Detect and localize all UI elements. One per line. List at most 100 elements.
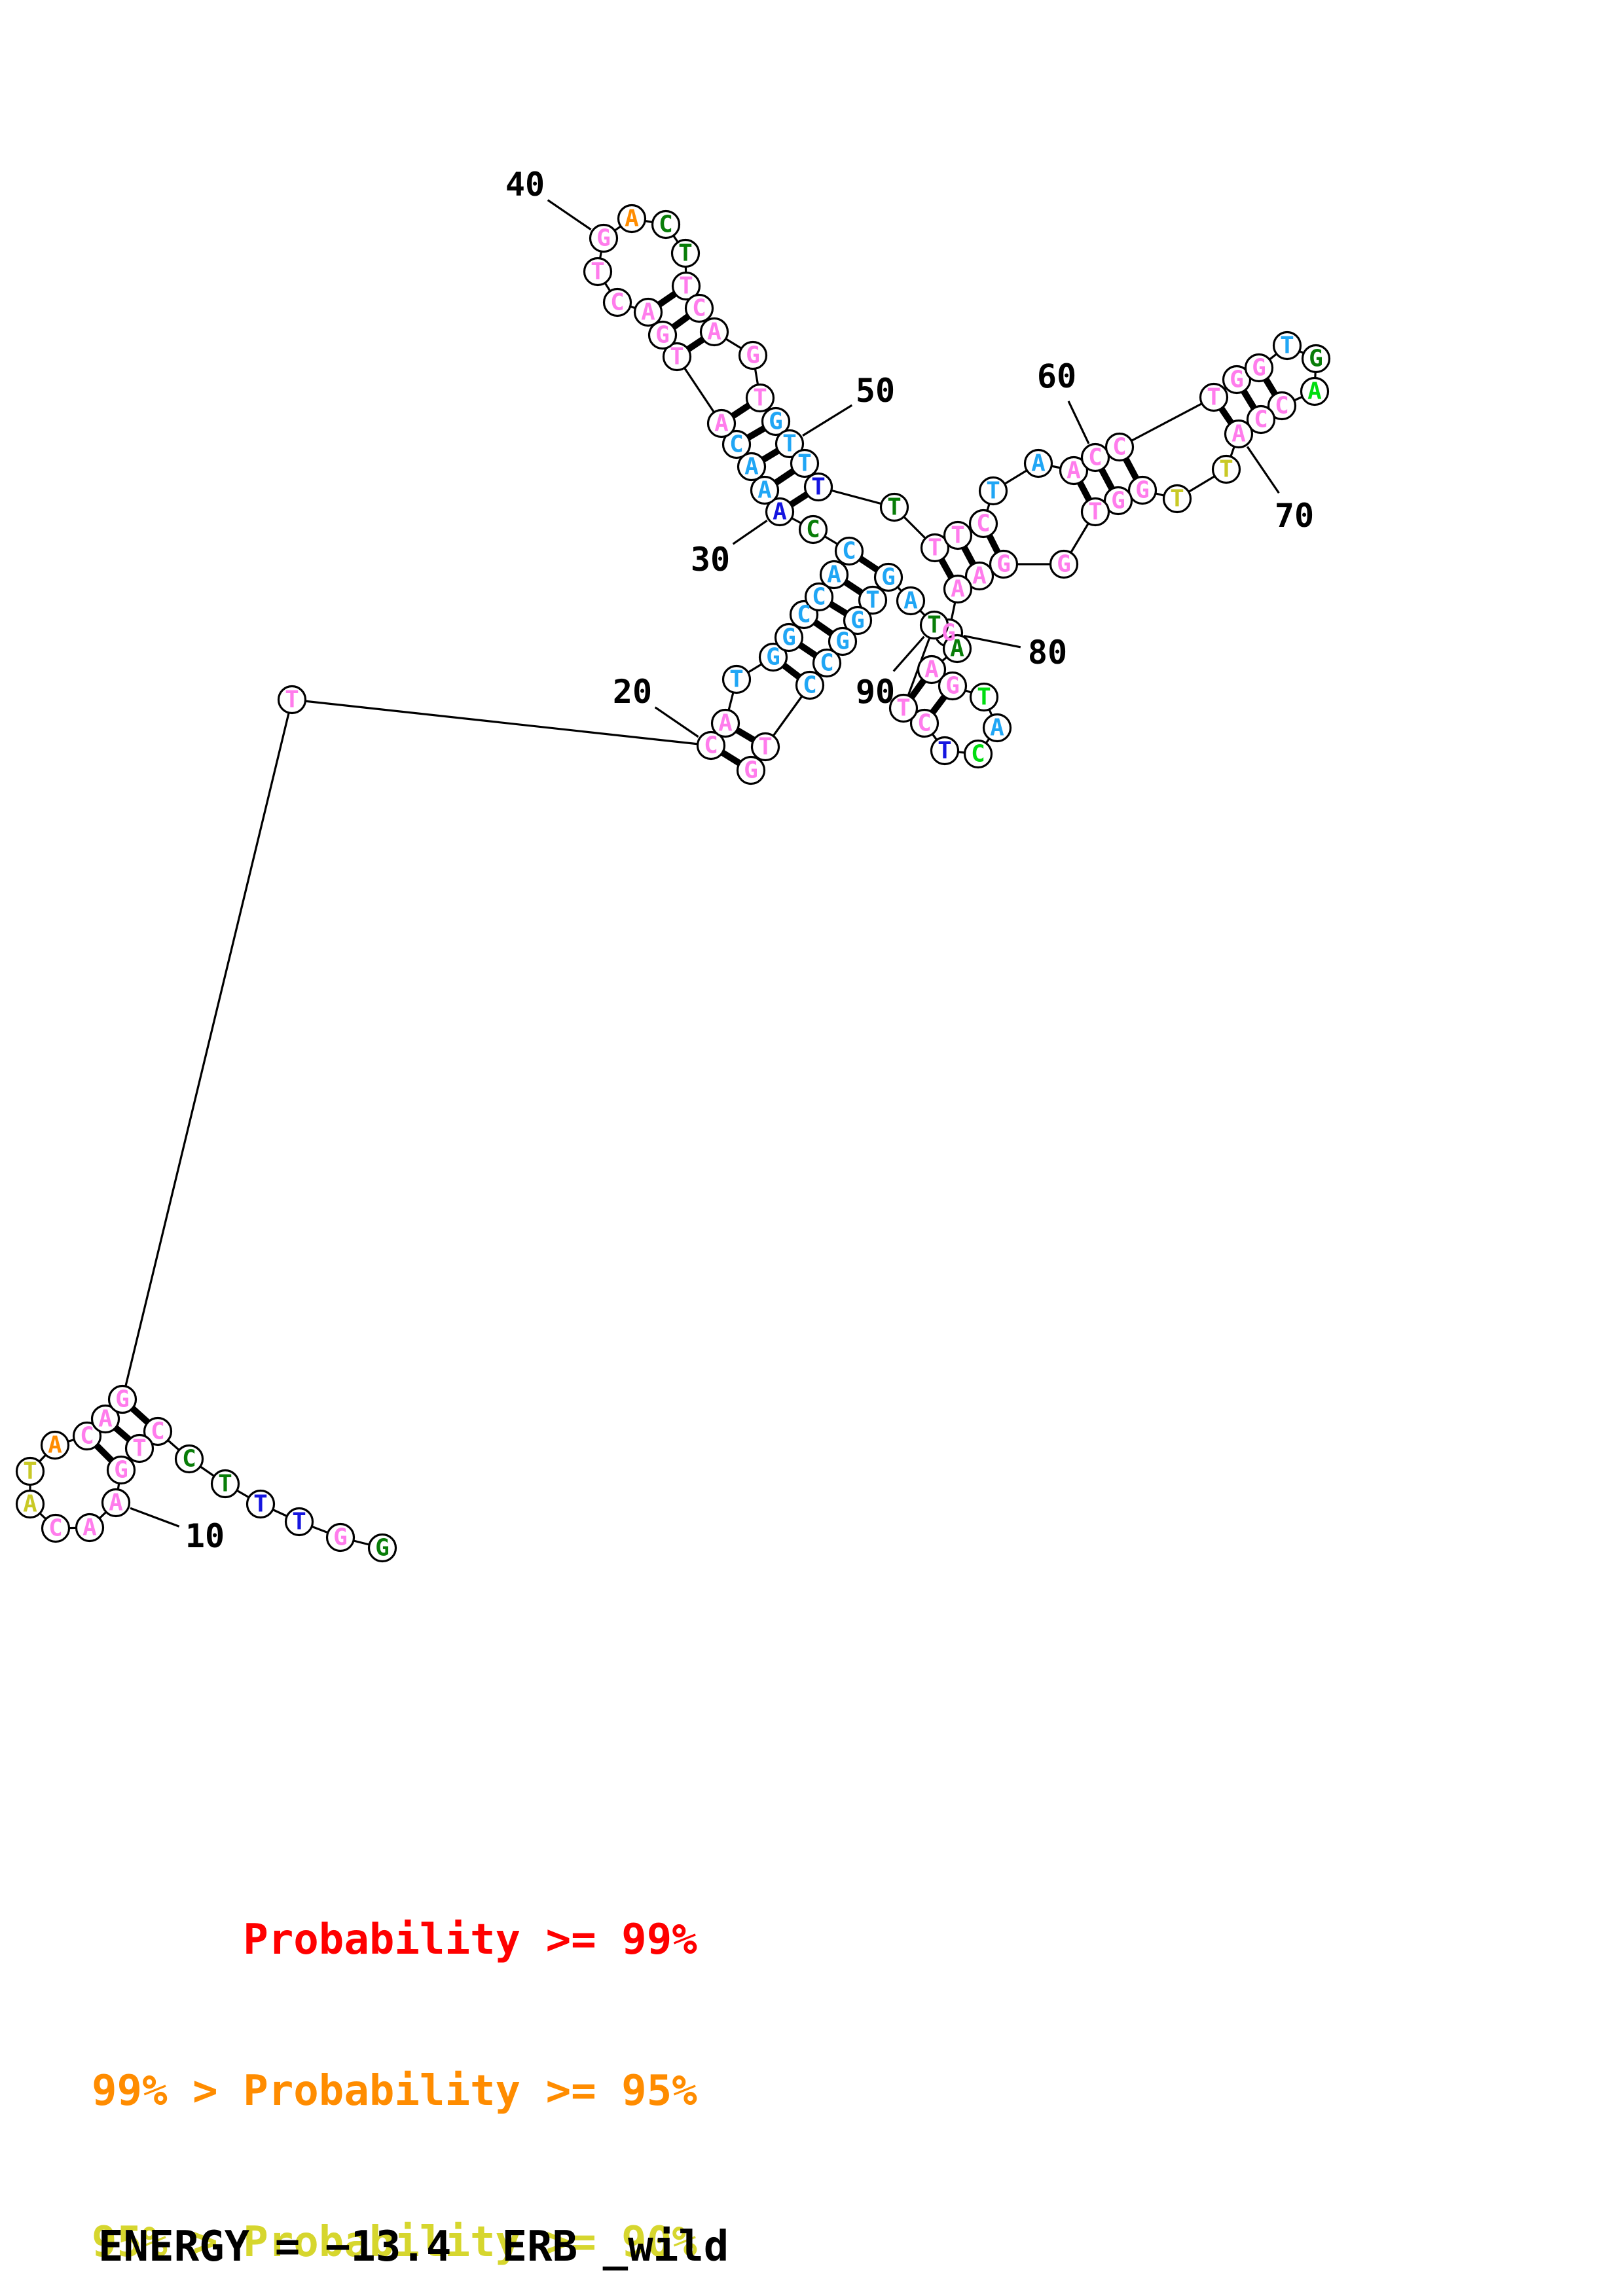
base-circle-95 (828, 626, 858, 656)
base-circle-13 (15, 1489, 45, 1519)
base-letter-31: A (757, 477, 772, 504)
base-letter-6: C (182, 1446, 196, 1473)
position-label-60: 60 (1037, 357, 1076, 395)
base-letter-64: G (1252, 355, 1266, 382)
base-circle-84 (969, 682, 999, 712)
base-letter-47: G (746, 342, 760, 369)
base-circle-43 (670, 238, 701, 268)
base-letter-24: G (782, 624, 796, 651)
base-letter-82: A (924, 656, 939, 683)
base-letter-93: T (866, 587, 880, 614)
label-line-70 (1246, 446, 1280, 494)
position-label-70: 70 (1275, 497, 1314, 535)
base-letter-33: C (729, 431, 744, 458)
base-circle-93 (858, 585, 888, 615)
base-letter-12: C (48, 1515, 63, 1542)
base-letter-71: T (1219, 456, 1233, 483)
base-circle-96 (812, 648, 842, 678)
base-circle-52 (803, 472, 833, 502)
base-letter-54: T (928, 535, 942, 562)
base-circle-7 (143, 1416, 173, 1446)
base-letter-97: C (803, 672, 817, 699)
backbone-segment (291, 698, 712, 747)
base-circle-86 (963, 739, 993, 769)
base-letter-30: A (773, 499, 787, 526)
base-letter-81: A (950, 636, 964, 662)
base-letter-29: C (806, 516, 820, 543)
base-circle-91 (896, 586, 926, 616)
backbone-lines (29, 217, 1317, 1549)
base-letter-91: A (903, 588, 918, 615)
base-letter-18: G (115, 1386, 130, 1413)
base-letter-21: A (718, 710, 733, 737)
label-line-90 (892, 636, 925, 672)
base-circle-53 (879, 492, 909, 522)
base-circle-27 (819, 560, 849, 590)
base-circle-72 (1162, 484, 1192, 514)
position-label-40: 40 (505, 166, 545, 204)
base-letter-19: T (285, 687, 299, 713)
base-letter-61: C (1112, 434, 1127, 461)
base-letter-69: C (1254, 406, 1268, 433)
base-letter-37: A (641, 299, 655, 326)
base-letter-66: G (1309, 346, 1323, 372)
label-line-40 (547, 199, 592, 231)
base-letter-23: G (766, 644, 780, 671)
base-circle-24 (774, 622, 804, 653)
base-circle-40 (589, 223, 619, 253)
base-circle-6 (174, 1444, 204, 1474)
base-letter-46: A (707, 319, 721, 346)
base-letter-68: C (1275, 393, 1289, 420)
base-circle-11 (75, 1513, 105, 1543)
base-circle-57 (978, 476, 1008, 506)
base-circle-48 (745, 383, 775, 413)
base-circle-54 (920, 533, 950, 563)
base-letter-36: G (655, 322, 670, 349)
energy-label: ENERGY = −13.4 ERB _wild (98, 2223, 729, 2271)
base-letter-34: A (714, 410, 729, 437)
base-letter-95: G (835, 628, 850, 655)
base-letter-5: T (218, 1471, 232, 1498)
base-letter-85: A (990, 715, 1004, 742)
base-letter-58: A (1031, 450, 1046, 477)
base-letter-9: G (114, 1457, 128, 1484)
base-circle-87 (930, 736, 960, 766)
base-circle-12 (41, 1513, 71, 1543)
position-label-10: 10 (185, 1517, 225, 1555)
base-circle-14 (15, 1456, 45, 1486)
base-letter-22: T (729, 666, 744, 693)
base-letter-14: T (23, 1458, 37, 1485)
base-letter-59: A (1067, 457, 1081, 484)
base-letter-15: A (48, 1432, 62, 1459)
base-letter-13: A (23, 1491, 37, 1518)
backbone-segment (1119, 396, 1214, 448)
base-circle-37 (633, 297, 663, 327)
base-circle-65 (1272, 331, 1302, 361)
base-circle-29 (798, 514, 828, 545)
base-circle-71 (1211, 454, 1241, 484)
base-letter-86: C (971, 741, 985, 768)
base-letter-94: G (850, 607, 865, 634)
base-circle-19 (277, 685, 307, 715)
base-letter-27: A (827, 562, 841, 588)
base-circle-62 (1199, 382, 1229, 412)
base-letter-63: G (1230, 367, 1244, 393)
base-letter-50: T (782, 431, 797, 457)
base-circle-81 (942, 634, 972, 664)
backbone-segment (121, 699, 293, 1400)
base-letter-32: A (744, 454, 759, 480)
base-circle-18 (107, 1384, 137, 1414)
base-letter-53: T (887, 494, 902, 521)
base-circles (15, 204, 1331, 1563)
base-circle-99 (736, 755, 766, 785)
base-circle-26 (804, 582, 834, 612)
base-letter-80: G (941, 620, 956, 647)
base-letter-26: C (812, 584, 826, 611)
base-letter-55: T (951, 522, 965, 549)
base-circle-3 (284, 1507, 314, 1537)
base-circle-68 (1267, 391, 1297, 421)
base-circle-1 (367, 1533, 397, 1563)
base-circle-97 (795, 670, 825, 700)
